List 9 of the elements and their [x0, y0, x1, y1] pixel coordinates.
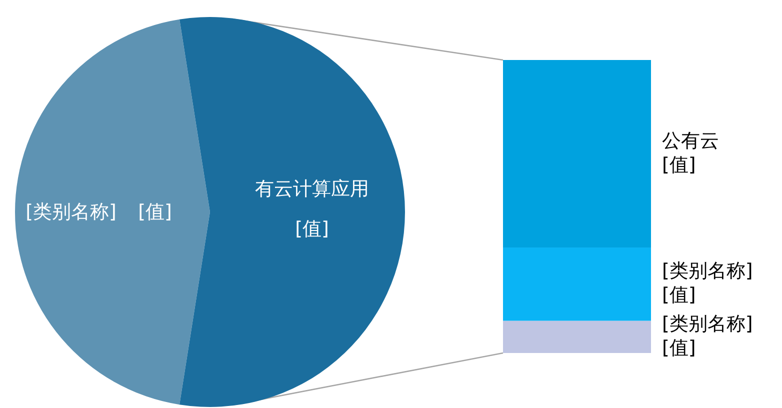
data-label: [值]: [295, 218, 329, 240]
pie-slice: [179, 17, 405, 407]
data-label: [值]: [138, 201, 172, 224]
series-label: 公有云 [值]: [662, 130, 719, 176]
slice-label: [类别名称]: [26, 201, 116, 224]
series-label: [类别名称] [值]: [662, 313, 753, 360]
pie-slice: [15, 19, 210, 405]
slice-label: 有云计算应用: [255, 178, 369, 200]
series-label: [类别名称] [值]: [662, 260, 753, 306]
